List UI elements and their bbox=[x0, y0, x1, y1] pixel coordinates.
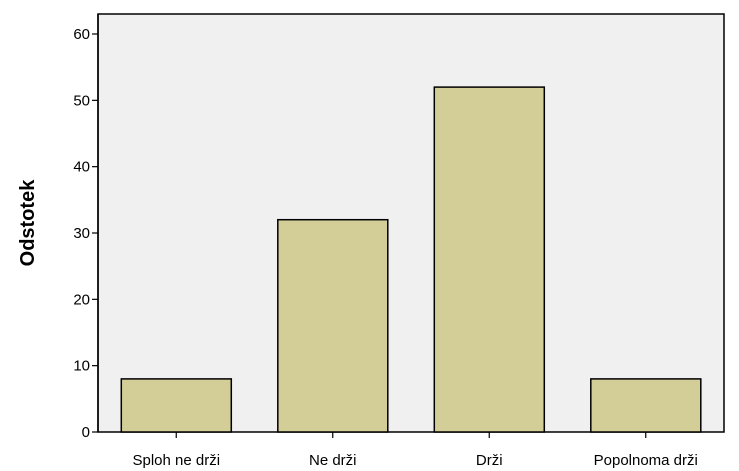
y-tick-label: 0 bbox=[82, 424, 90, 441]
bar-2 bbox=[277, 218, 389, 433]
plot-area bbox=[97, 13, 725, 433]
bars-group bbox=[120, 86, 702, 433]
y-tick-label: 10 bbox=[73, 358, 90, 375]
y-tick-label: 60 bbox=[73, 26, 90, 43]
x-category-label: Popolnoma drži bbox=[594, 452, 698, 469]
x-axis: Sploh ne drži Ne drži Drži Popolnoma drži bbox=[132, 432, 698, 469]
bar-4 bbox=[590, 378, 702, 433]
y-tick-label: 50 bbox=[73, 92, 90, 109]
x-category-label: Ne drži bbox=[309, 452, 357, 469]
y-axis-title: Odstotek bbox=[17, 179, 39, 267]
y-tick-label: 30 bbox=[73, 225, 90, 242]
x-category-label: Sploh ne drži bbox=[132, 452, 220, 469]
y-axis: 0 10 20 30 40 50 60 bbox=[73, 14, 99, 441]
y-tick-label: 20 bbox=[73, 291, 90, 308]
bar-3 bbox=[433, 86, 546, 433]
y-tick-label: 40 bbox=[73, 159, 90, 176]
bar-1 bbox=[120, 378, 233, 433]
x-category-label: Drži bbox=[476, 452, 503, 469]
